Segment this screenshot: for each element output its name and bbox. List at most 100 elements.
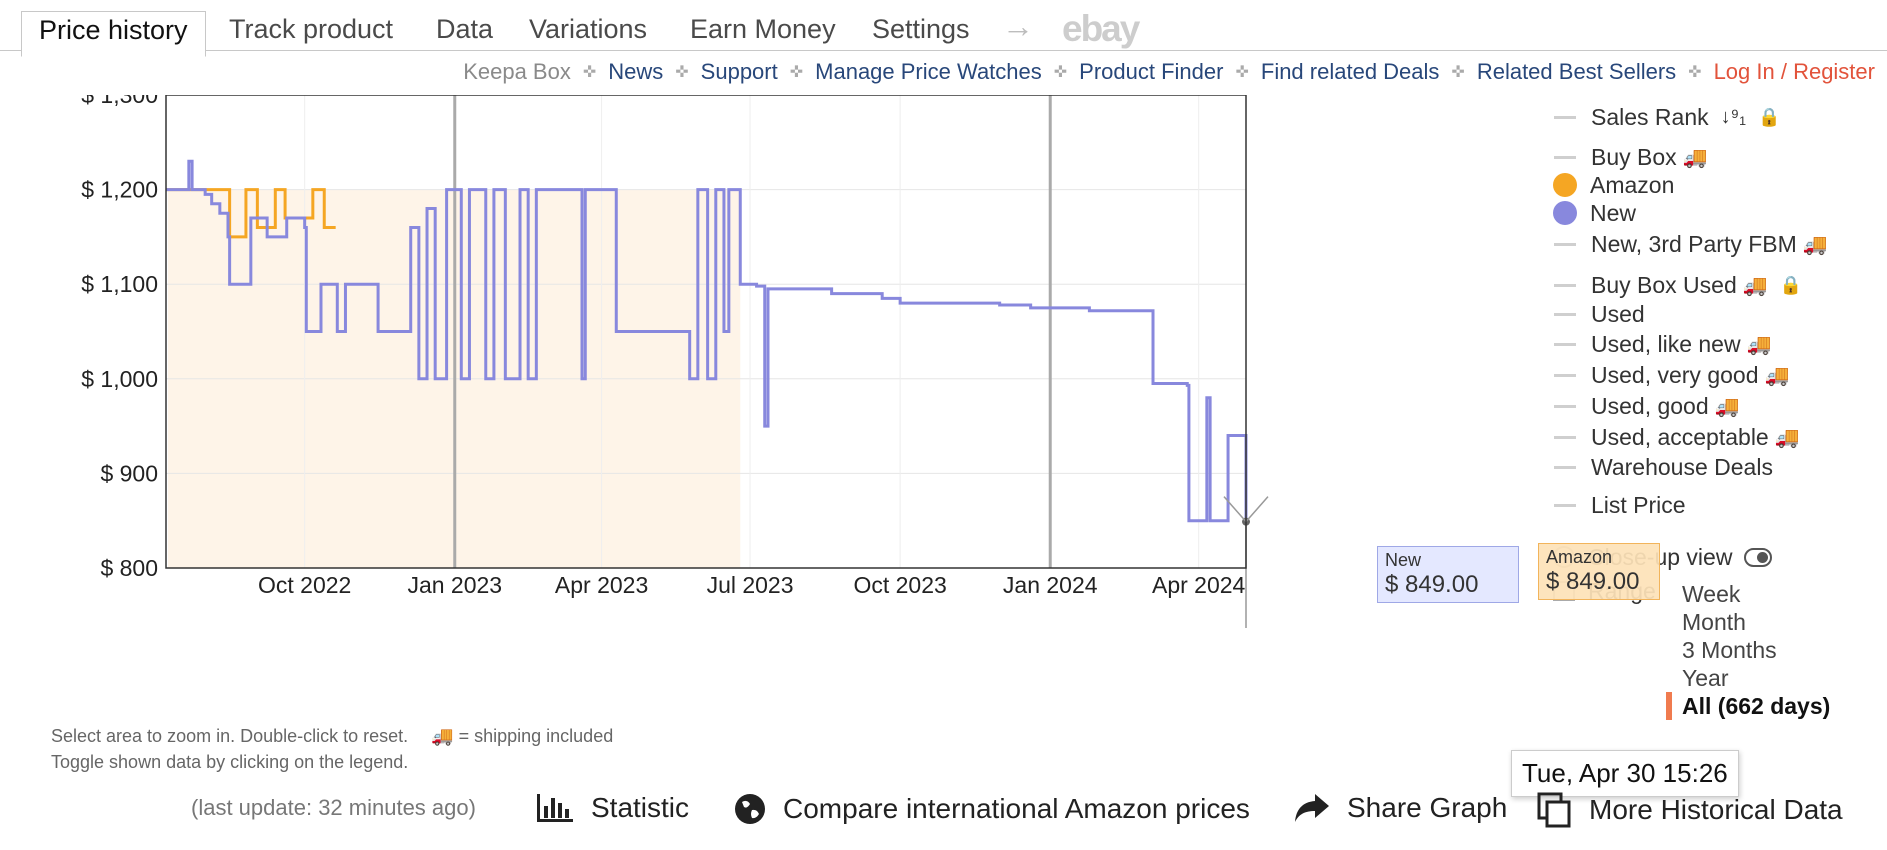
separator-icon: ✜ <box>582 64 597 81</box>
y-tick-label: $ 1,100 <box>81 271 158 297</box>
statistic-button[interactable]: Statistic <box>535 792 689 824</box>
legend-used-very-good[interactable]: Used, very good 🚚 <box>1550 361 1789 389</box>
share-label: Share Graph <box>1347 792 1508 823</box>
legend-swatch <box>1554 115 1576 119</box>
tab-variations[interactable]: Variations <box>529 14 648 44</box>
legend-used-like-new[interactable]: Used, like new 🚚 <box>1550 330 1771 358</box>
legend-sales-rank[interactable]: Sales Rank ↓⁹₁ 🔒 <box>1550 103 1780 131</box>
share-graph-button[interactable]: Share Graph <box>1293 792 1507 824</box>
legend-swatch <box>1554 503 1576 507</box>
legend-swatch <box>1554 312 1576 316</box>
link-login-register[interactable]: Log In / Register <box>1713 59 1875 84</box>
series-line-amazon <box>166 188 336 239</box>
tab-bar: Price history Track product Data Variati… <box>0 0 1887 57</box>
help-shipping: 🚚 = shipping included <box>431 726 614 746</box>
separator-icon: ✜ <box>1688 64 1702 81</box>
tooltip-value: $ 849.00 <box>1546 568 1640 595</box>
separator-icon: ✜ <box>1235 64 1249 81</box>
tab-settings[interactable]: Settings <box>872 14 970 44</box>
separator-icon: ✜ <box>1053 64 1068 81</box>
legend-swatch <box>1554 373 1576 377</box>
legend-swatch <box>1554 283 1576 287</box>
legend-label: Amazon <box>1590 171 1675 198</box>
separator-icon: ✜ <box>789 64 804 81</box>
legend-label: Used <box>1591 300 1645 327</box>
legend-dot <box>1553 173 1577 197</box>
price-history-chart[interactable]: $ 800 $ 900 $ 1,000 $ 1,100 $ 1,200 $ 1,300 Oc… <box>0 95 1520 735</box>
tab-track-product[interactable]: Track product <box>229 14 394 44</box>
truck-icon: 🚚 <box>1774 426 1800 449</box>
sort-numeric-icon[interactable]: ↓⁹₁ <box>1720 105 1746 128</box>
tab-earn-money[interactable]: Earn Money <box>690 14 836 44</box>
tooltip-value: $ 849.00 <box>1385 571 1479 598</box>
legend-label: List Price <box>1591 491 1686 518</box>
help-zoom: Select area to zoom in. Double-click to … <box>51 726 409 746</box>
range-week[interactable]: Week <box>1682 581 1741 607</box>
x-tick-label: Apr 2023 <box>555 572 648 598</box>
legend-swatch <box>1554 242 1576 246</box>
more-historical-data-button[interactable]: More Historical Data <box>1537 792 1843 828</box>
tooltip-connector-amazon <box>1245 496 1269 523</box>
tab-price-history[interactable]: Price history <box>21 11 206 57</box>
legend-label: New, 3rd Party FBM <box>1591 230 1797 257</box>
legend-label: Used, very good <box>1591 361 1759 388</box>
legend-buy-box-used[interactable]: Buy Box Used 🚚 🔒 <box>1550 271 1802 299</box>
compare-prices-button[interactable]: Compare international Amazon prices <box>733 792 1250 826</box>
tooltip-amazon: Amazon $ 849.00 <box>1538 543 1660 600</box>
arrow-right-icon: → <box>1002 8 1034 44</box>
ebay-logo: ebay <box>1062 8 1140 49</box>
legend-amazon[interactable]: Amazon <box>1550 171 1674 199</box>
tooltip-connector-new <box>1223 496 1247 523</box>
tooltip-label: New <box>1385 550 1422 570</box>
link-manage-price-watches[interactable]: Manage Price Watches <box>815 59 1042 84</box>
truck-icon: 🚚 <box>1714 395 1740 418</box>
separator-icon: ✜ <box>1451 64 1465 81</box>
legend-new[interactable]: New <box>1550 199 1636 227</box>
toggle-icon[interactable] <box>1744 547 1773 567</box>
legend-list-price[interactable]: List Price <box>1550 491 1686 519</box>
x-tick-label: Oct 2022 <box>258 572 351 598</box>
truck-icon: 🚚 <box>1764 364 1790 387</box>
range-3-months[interactable]: 3 Months <box>1682 637 1777 663</box>
separator-icon: ✜ <box>675 64 689 81</box>
series-line-new <box>166 159 1248 523</box>
compare-label: Compare international Amazon prices <box>783 793 1250 824</box>
legend-warehouse-deals[interactable]: Warehouse Deals <box>1550 453 1773 481</box>
legend-dot <box>1553 201 1577 225</box>
range-all[interactable]: All (662 days) <box>1666 692 1830 720</box>
legend-used-good[interactable]: Used, good 🚚 <box>1550 392 1740 420</box>
share-icon <box>1295 794 1329 822</box>
legend-label: Used, like new <box>1591 330 1741 357</box>
legend-used-acceptable[interactable]: Used, acceptable 🚚 <box>1550 423 1800 451</box>
x-tick-label: Jan 2023 <box>407 572 502 598</box>
tab-data[interactable]: Data <box>436 14 494 44</box>
truck-icon: 🚚 <box>1802 233 1828 256</box>
legend-label: Warehouse Deals <box>1591 453 1773 480</box>
link-related-best-sellers[interactable]: Related Best Sellers <box>1476 59 1677 84</box>
link-product-finder[interactable]: Product Finder <box>1079 59 1224 84</box>
range-year[interactable]: Year <box>1682 665 1729 691</box>
range-month[interactable]: Month <box>1682 609 1746 635</box>
link-news[interactable]: News <box>608 59 664 84</box>
legend-label: Used, acceptable <box>1591 423 1769 450</box>
legend-swatch <box>1554 465 1576 469</box>
range-selector: Week Month 3 Months Year All (662 days) <box>1666 580 1830 720</box>
truck-icon: 🚚 <box>1742 274 1768 297</box>
x-tick-label: Jan 2024 <box>1003 572 1098 598</box>
legend-label: Sales Rank <box>1591 103 1709 130</box>
legend-swatch <box>1554 155 1576 159</box>
truck-icon: 🚚 <box>1682 146 1708 169</box>
link-support[interactable]: Support <box>700 59 778 84</box>
bar-chart-icon <box>537 794 573 822</box>
chart-help: Select area to zoom in. Double-click to … <box>51 723 613 775</box>
tooltip-new: New $ 849.00 <box>1377 546 1519 603</box>
help-toggle: Toggle shown data by clicking on the leg… <box>51 752 409 772</box>
legend-new-fbm[interactable]: New, 3rd Party FBM 🚚 <box>1550 230 1828 258</box>
legend-used[interactable]: Used <box>1550 300 1645 328</box>
legend-label: Buy Box <box>1591 143 1677 170</box>
link-keepa-box[interactable]: Keepa Box <box>463 59 571 84</box>
link-find-related-deals[interactable]: Find related Deals <box>1260 59 1440 84</box>
legend-buy-box[interactable]: Buy Box 🚚 <box>1550 143 1708 171</box>
legend-swatch <box>1554 435 1576 439</box>
y-tick-label: $ 1,200 <box>81 177 158 203</box>
